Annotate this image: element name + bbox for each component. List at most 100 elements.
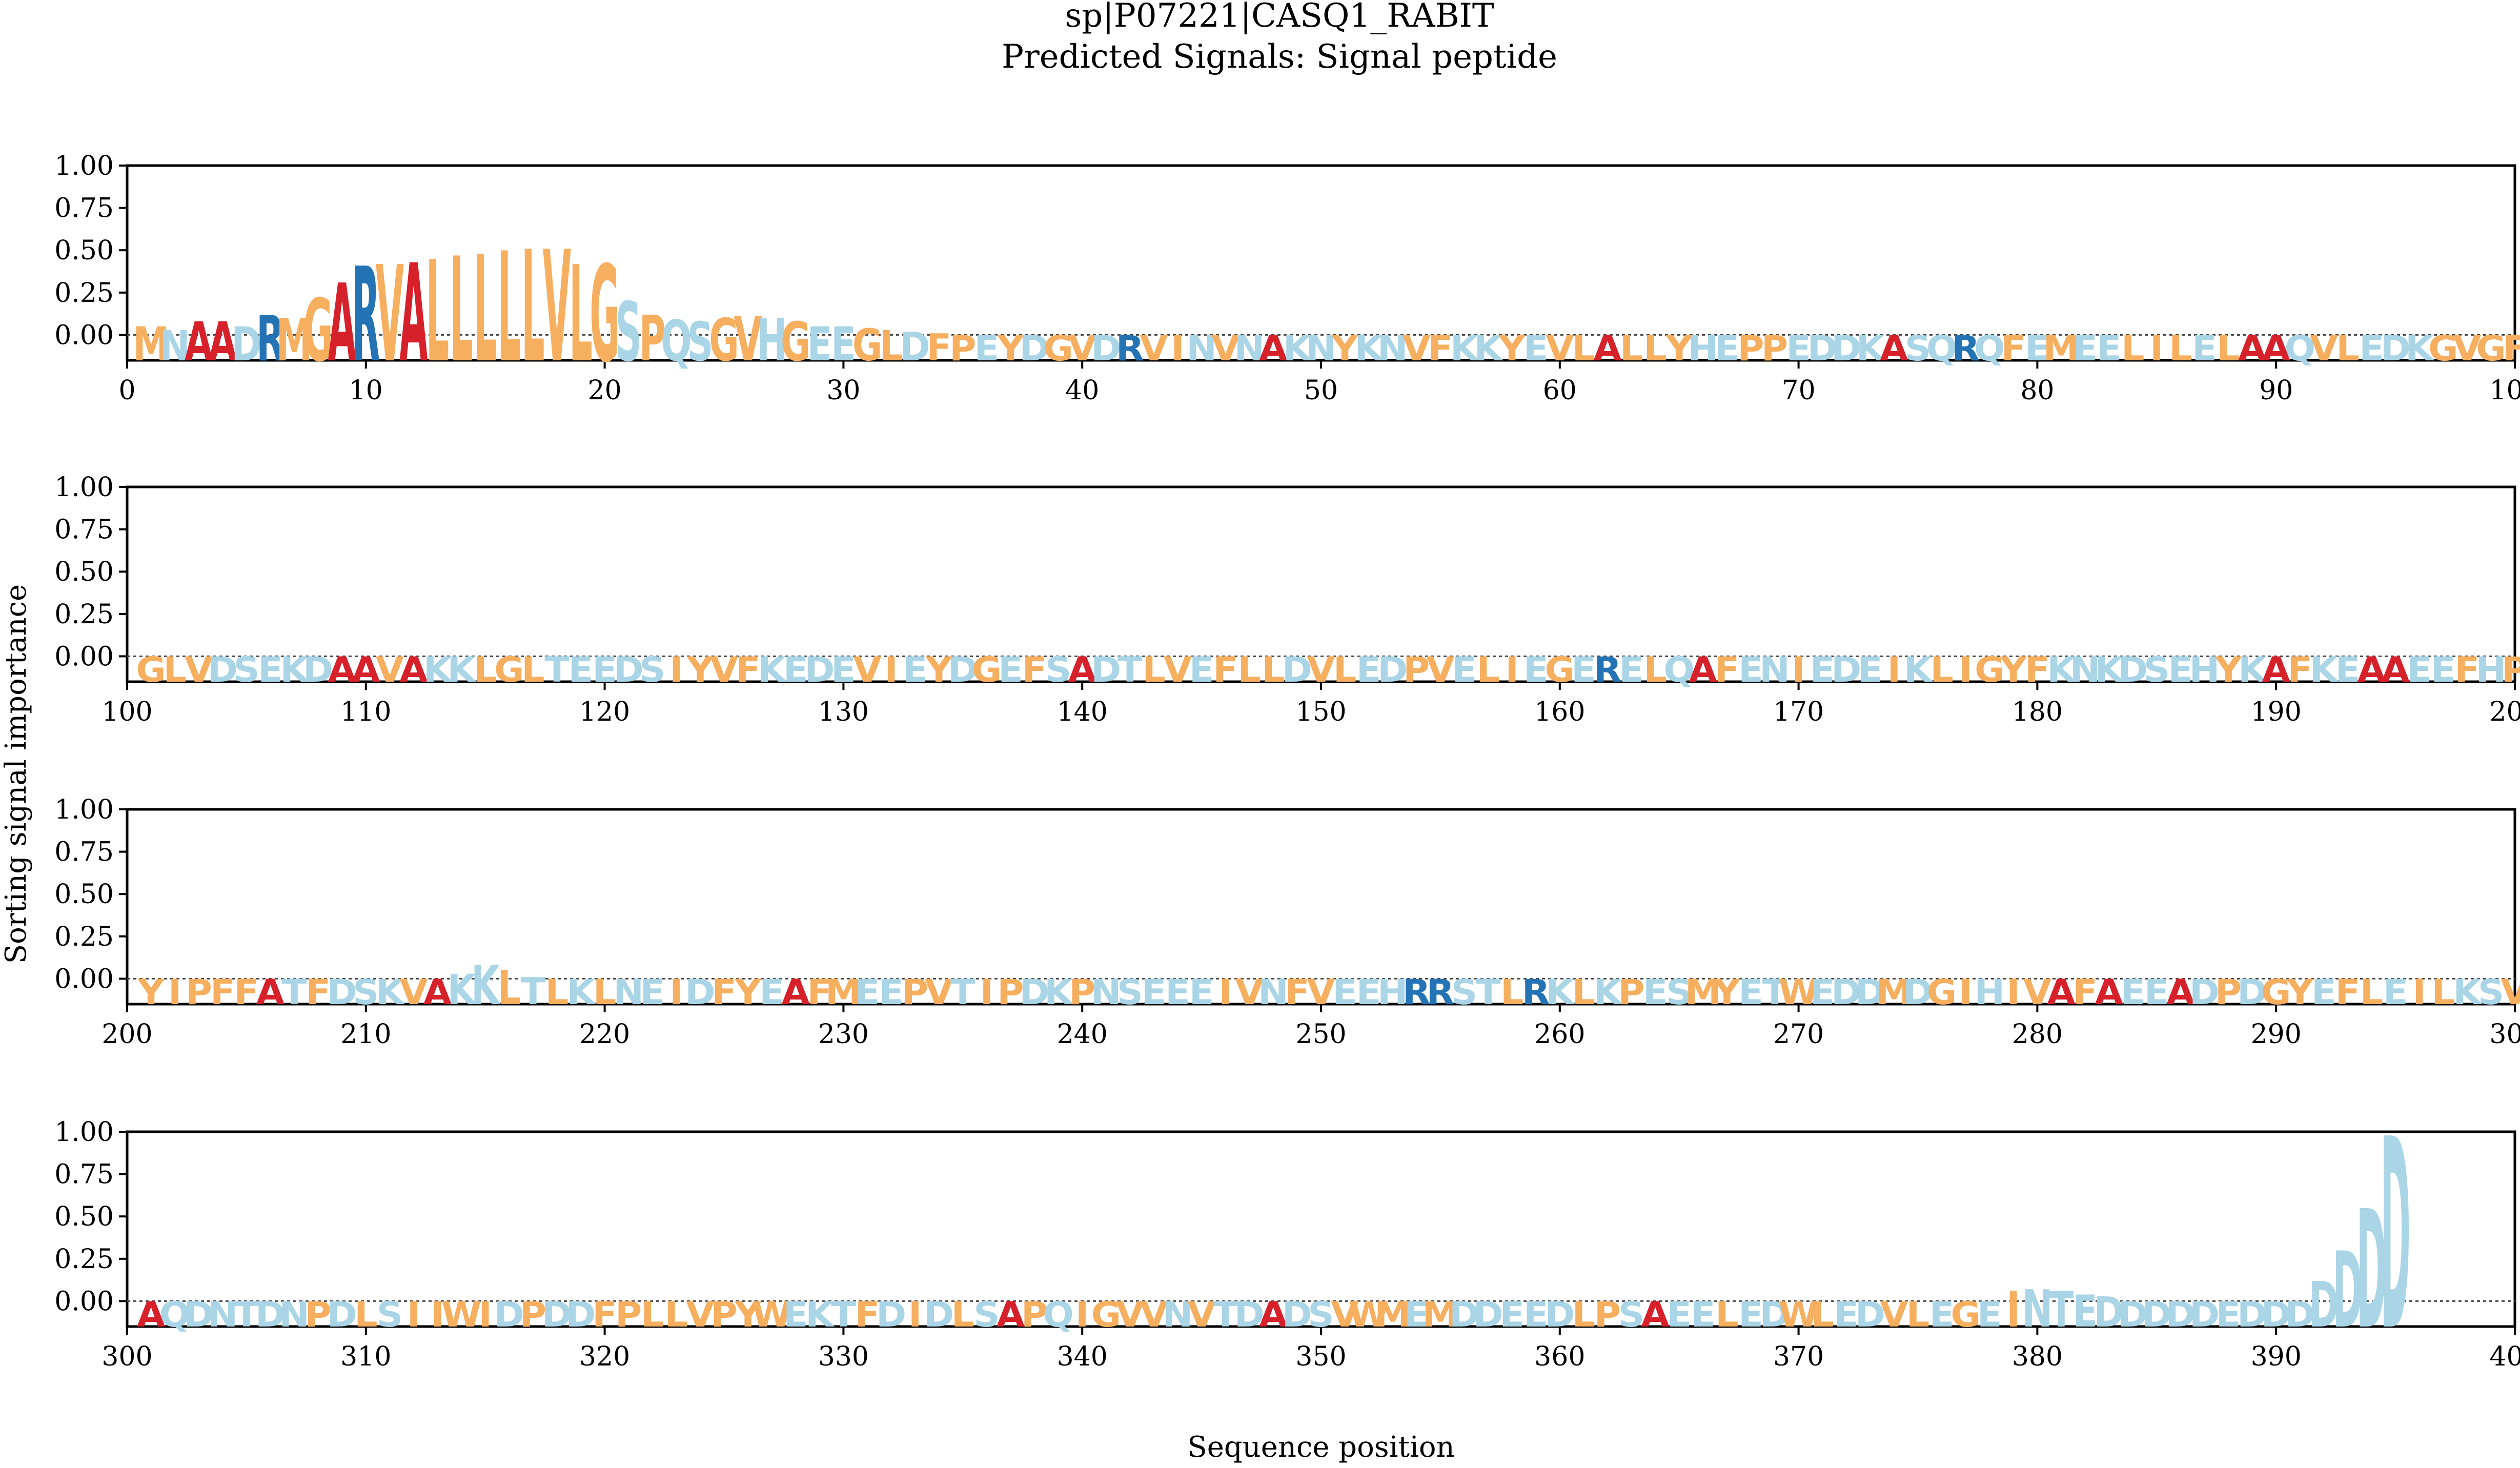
residue-313: I [431,1295,444,1335]
residue-233: P [902,972,928,1013]
logo-panel-4: 1.00 0.75 0.50 0.25 0.00 300 310 320 330 340 350 36… [54,1084,2520,1389]
residue-34: F [926,325,951,369]
residue-362: P [1594,1295,1621,1335]
residue-200: P [2502,650,2520,690]
residue-240: P [1069,972,1095,1013]
residue-322: L [641,1295,664,1335]
x-tick-label: 280 [2012,1019,2063,1050]
residue-38: D [1019,329,1049,369]
y-tick-label: 0.75 [54,515,114,545]
y-tick-label: 1.00 [54,794,114,825]
x-tick-label: 120 [579,697,630,727]
chart-title-line2: Predicted Signals: Signal peptide [1002,38,1557,76]
x-tick-label: 230 [818,1019,869,1050]
residue-128: E [783,650,808,690]
x-tick-label: 180 [2012,697,2063,727]
residue-329: K [805,1295,835,1335]
residue-144: V [1164,650,1192,690]
residue-238: D [1019,972,1049,1013]
residue-81: M [2043,329,2079,369]
residue-298: K [2453,972,2483,1013]
residue-146: F [1213,650,1238,690]
residue-19: L [569,237,592,392]
residue-31: G [852,320,883,371]
x-tick-label: 100 [2489,375,2520,406]
residue-54: V [1403,329,1431,369]
residue-17: L [521,219,544,397]
residue-273: D [1855,972,1885,1013]
residue-319: D [565,1295,596,1335]
residue-253: H [1377,972,1408,1013]
residue-124: Y [686,650,714,690]
residue-364: A [1641,1295,1670,1335]
residue-257: T [1476,972,1501,1013]
residue-11: V [376,237,404,392]
residue-158: I [1505,650,1519,690]
residue-33: D [900,323,930,370]
residue-283: A [2095,972,2123,1013]
residue-6: R [256,302,284,375]
y-tick-label: 0.50 [54,1201,114,1232]
residue-49: K [1283,329,1313,369]
residue-288: P [2215,972,2242,1013]
residue-141: D [1091,650,1121,690]
residue-325: P [710,1295,737,1335]
residue-133: E [903,650,928,690]
x-tick-label: 330 [818,1341,869,1372]
residue-256: S [1451,972,1477,1013]
x-tick-label: 40 [1065,375,1099,406]
residue-122: S [639,650,665,690]
residue-389: D [2237,1295,2267,1335]
residue-65: Y [1665,329,1693,369]
y-tick-label: 0.25 [54,922,114,952]
residue-191: F [2287,650,2312,690]
residue-381: T [2049,1281,2074,1338]
residue-55: F [1428,329,1453,369]
residue-304: N [207,1295,238,1335]
residue-261: L [1572,972,1595,1013]
residue-160: G [1545,650,1575,690]
residue-264: E [1643,972,1668,1013]
residue-219: K [566,972,596,1013]
residue-21: S [615,285,641,379]
residue-119: E [568,650,594,690]
residue-352: W [1349,1295,1389,1335]
residue-91: Q [2284,329,2315,369]
residue-252: E [1356,972,1381,1013]
residue-376: E [1929,1295,1955,1335]
x-tick-label: 60 [1543,375,1577,406]
residue-142: T [1117,650,1143,690]
residue-368: E [1738,1295,1763,1335]
logo-panel-3: 1.00 0.75 0.50 0.25 0.00 200 210 220 230 240 250 26… [54,794,2520,1050]
residue-206: A [256,972,284,1013]
residue-150: V [1307,650,1335,690]
residue-113: K [423,650,453,690]
residue-97: G [2428,329,2458,369]
residue-337: A [997,1295,1025,1335]
x-tick-label: 390 [2251,1341,2302,1372]
residue-176: L [1930,650,1953,690]
residue-40: V [1068,329,1096,369]
logo-panels: 1.000.750.500.250.000 10 20 30 40 50 60 70 80 90 1… [54,151,2520,1389]
residue-32: L [880,322,903,371]
residue-74: A [1880,329,1908,369]
residue-295: E [2383,972,2408,1013]
residue-296: I [2412,972,2426,1013]
x-tick-label: 380 [2012,1341,2063,1372]
residue-83: E [2097,329,2122,369]
residue-15: L [474,226,497,396]
residue-248: N [1258,972,1289,1013]
residue-139: S [1045,650,1071,690]
x-tick-label: 350 [1295,1341,1346,1372]
residue-243: E [1142,972,1167,1013]
residue-127: K [758,650,787,690]
x-tick-label: 20 [588,375,622,406]
residue-14: L [450,228,473,395]
residue-230: M [825,972,862,1013]
residue-27: H [757,307,787,375]
residue-388: E [2216,1295,2241,1335]
residue-374: V [1880,1295,1908,1335]
residue-96: K [2405,329,2435,369]
residue-193: E [2335,650,2361,690]
residue-287: D [2189,972,2220,1013]
